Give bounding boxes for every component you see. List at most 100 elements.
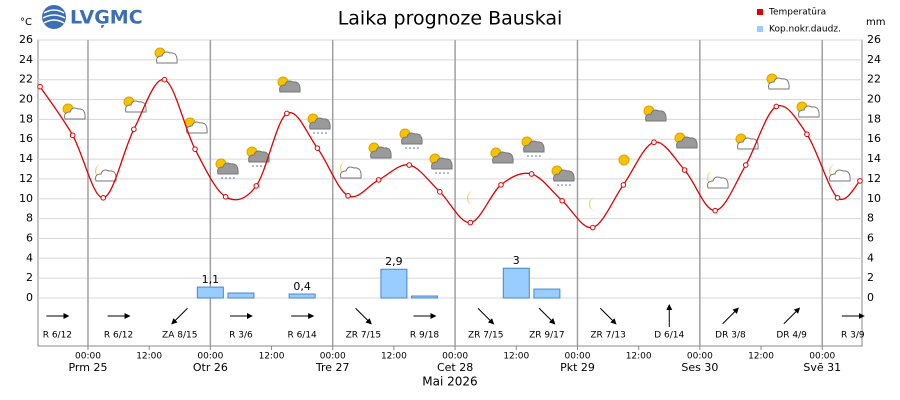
cloud-icon [217, 162, 239, 175]
cloud-icon [645, 109, 667, 122]
day-label: Cet 28 [437, 361, 473, 374]
temperature-point [375, 177, 382, 183]
rain-drop [565, 184, 567, 186]
rain-drop [527, 155, 529, 157]
rain-drop [313, 132, 315, 134]
y-tick-label: 16 [19, 132, 33, 145]
weather-icons [62, 47, 851, 211]
rain-drop [447, 172, 449, 174]
wind-arrow [171, 307, 188, 325]
wind-label: R 3/9 [841, 331, 865, 341]
legend-swatch [757, 9, 763, 15]
wind-label: DR 4/9 [776, 331, 807, 341]
y-tick-label: 10 [19, 192, 33, 205]
x-tick-label: 00:00 [809, 352, 835, 362]
wind-label: D 6/14 [654, 331, 684, 341]
y2-tick-label: 22 [867, 73, 881, 86]
y-tick-label: 24 [19, 53, 33, 66]
moon-icon [467, 191, 474, 205]
temperature-point [284, 110, 290, 117]
rain-drop [413, 147, 415, 149]
wind-label: ZR 9/17 [529, 331, 565, 341]
rain-drop [221, 177, 223, 179]
y2-tick-label: 4 [867, 251, 874, 264]
rain-drop [439, 172, 441, 174]
logo: LVĢMC [42, 5, 143, 29]
precip-bar [288, 293, 316, 299]
y2-tick-label: 12 [867, 172, 881, 185]
y-tick-label: 4 [26, 251, 33, 264]
day-label: Otr 26 [193, 361, 228, 374]
precip-bar [380, 268, 408, 299]
temperature-point [467, 219, 474, 226]
bar-value-label: 2,9 [385, 255, 403, 268]
cloud-icon [95, 169, 117, 182]
temperature-point [773, 103, 780, 110]
y-axis-label: °C [20, 17, 32, 28]
wind-arrow [477, 307, 495, 325]
wind-arrow [599, 307, 617, 325]
rain-drop [539, 155, 541, 157]
temperature-point [620, 182, 627, 188]
y2-tick-label: 2 [867, 271, 874, 284]
x-tick-label: 00:00 [320, 352, 346, 362]
y-tick-label: 0 [26, 291, 33, 304]
y2-tick-label: 14 [867, 152, 881, 165]
wind-label: ZA 8/15 [162, 331, 197, 341]
rain-drop [405, 147, 407, 149]
cloud-icon [186, 121, 208, 134]
temperature-point [161, 76, 168, 83]
cloud-icon [340, 166, 362, 179]
wind-arrow [538, 307, 556, 325]
rain-drop [409, 147, 411, 149]
y2-tick-label: 24 [867, 53, 881, 66]
legend-label: Temperatūra [768, 8, 826, 18]
moon-icon [340, 161, 347, 175]
rain-drop [417, 147, 419, 149]
cloud-icon [309, 117, 331, 130]
cloud-icon [829, 169, 851, 182]
y2-tick-label: 0 [867, 291, 874, 304]
wind-label: R 6/14 [287, 331, 317, 341]
rain-drop [561, 184, 563, 186]
rain-drop [531, 155, 533, 157]
temperature-point [559, 197, 565, 204]
temperature-point [589, 224, 596, 231]
rain-drop [321, 132, 323, 134]
y-tick-label: 18 [19, 112, 33, 125]
wind-label: DR 3/8 [715, 331, 746, 341]
day-label: Ses 30 [681, 361, 718, 374]
temperature-point [681, 167, 688, 173]
x-tick-label: 12:00 [381, 352, 407, 362]
precip-bar [502, 267, 530, 299]
cloud-icon [279, 80, 301, 93]
wind-label: ZR 7/13 [590, 331, 626, 341]
y-tick-label: 12 [19, 172, 33, 185]
day-label: Pkt 29 [560, 361, 595, 374]
temperature-point [314, 145, 321, 151]
plot-frame [37, 39, 863, 347]
x-tick-label: 00:00 [75, 352, 101, 362]
x-tick-label: 12:00 [259, 352, 285, 362]
wind-label: R 6/12 [43, 331, 72, 341]
temperature-line [39, 79, 861, 229]
temperature-point [742, 162, 749, 168]
x-tick-label: 00:00 [442, 352, 468, 362]
rain-drop [233, 177, 235, 179]
cloud-icon [492, 151, 514, 164]
cloud-icon [64, 107, 86, 120]
rain-drop [260, 165, 262, 167]
cloud-icon [431, 157, 453, 170]
cloud-icon [707, 176, 729, 189]
wind-label: ZR 7/15 [468, 331, 504, 341]
bar-value-label: 0,4 [293, 280, 311, 293]
x-tick-label: 00:00 [687, 352, 713, 362]
y2-tick-label: 26 [867, 33, 881, 46]
legend-label: Kop.nokr.daudz. [769, 25, 841, 35]
logo-text: LVĢMC [70, 7, 143, 29]
x-tick-label: 00:00 [565, 352, 591, 362]
bar-value-label: 1,1 [202, 273, 220, 286]
x-tick-label: 00:00 [197, 352, 223, 362]
cloud-icon [676, 136, 698, 149]
temperature-point [253, 183, 260, 189]
